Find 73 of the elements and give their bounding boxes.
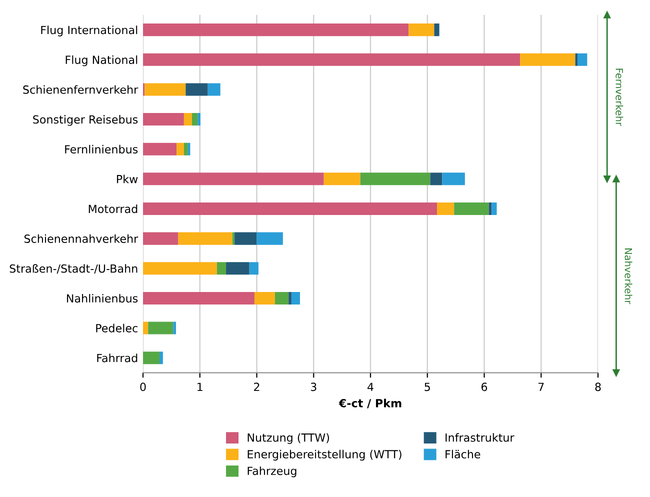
bar: [575, 53, 578, 66]
bar: [324, 172, 360, 186]
bar: [288, 292, 292, 304]
y-tick-label: Flug National: [66, 55, 138, 66]
bar: [360, 172, 430, 186]
x-tick-label: 3: [310, 382, 316, 392]
x-tick-label: 8: [595, 382, 601, 392]
y-tick-label: Nahlinienbus: [67, 294, 138, 303]
bar: [254, 292, 275, 304]
bar: [184, 142, 188, 156]
y-tick-label: Straßen-/Stadt-/U-Bahn: [10, 264, 138, 274]
x-tick-label: 2: [254, 382, 260, 391]
bar: [143, 53, 520, 66]
bar: [437, 202, 454, 215]
bar: [192, 113, 198, 126]
bar: [430, 172, 442, 186]
text: Nahverkehr: [624, 248, 632, 304]
bar: [143, 172, 324, 186]
bar: [184, 113, 192, 126]
bar: [234, 232, 257, 245]
bar: [249, 262, 258, 275]
bar: [216, 262, 226, 275]
bar: [256, 232, 283, 245]
legend-label: Infrastruktur: [446, 433, 514, 442]
bar: [492, 202, 497, 215]
bar: [144, 83, 186, 96]
bar: [148, 322, 174, 334]
bar: [143, 352, 160, 364]
y-tick-label: Schienennahverkehr: [24, 234, 138, 243]
bar: [143, 292, 254, 304]
bar: [520, 53, 576, 66]
bar: [176, 142, 184, 156]
bar: [159, 352, 163, 364]
bar: [442, 172, 465, 186]
y-tick-label: Sonstiger Reisebus: [33, 115, 138, 126]
bar: [143, 322, 148, 334]
y-tick-label: Schienenfernverkehr: [23, 85, 138, 94]
bar: [143, 142, 177, 156]
x-tick-label: 4: [368, 382, 374, 391]
bar: [208, 83, 220, 96]
y-tick-label: Fernlinienbus: [65, 144, 138, 154]
bar: [578, 53, 588, 66]
x-axis-title: €-ct / Pkm: [338, 398, 402, 408]
x-tick-label: 0: [140, 382, 146, 392]
y-tick-label: Fahrrad: [97, 354, 138, 362]
bar: [178, 232, 232, 245]
bar: [143, 262, 217, 275]
bar: [274, 292, 289, 304]
bar: [198, 113, 200, 126]
x-tick-label: 5: [424, 382, 430, 392]
legend-label: Fahrzeug: [248, 466, 296, 478]
bar: [173, 322, 176, 334]
x-tick-label: 1: [198, 382, 202, 391]
y-tick-label: Flug International: [41, 26, 138, 36]
bar: [143, 24, 409, 36]
bar: [434, 24, 440, 36]
bar: [226, 262, 250, 275]
x-tick-label: 7: [538, 382, 544, 391]
y-tick-label: Motorrad: [88, 204, 138, 214]
bar: [291, 292, 300, 304]
legend-label: Nutzung (TTW): [248, 433, 330, 444]
y-tick-label: Pkw: [117, 174, 138, 184]
text: Fernverkehr: [616, 68, 624, 126]
bar: [143, 202, 438, 215]
bar: [143, 232, 178, 245]
bar: [454, 202, 489, 215]
legend-label: Fläche: [446, 450, 480, 458]
y-tick-label: Pedelec: [96, 324, 138, 332]
bar: [408, 24, 434, 36]
legend-label: Energiebereitstellung (WTT): [248, 450, 402, 461]
bar: [186, 83, 208, 96]
bar: [143, 113, 184, 126]
x-tick-label: 6: [481, 382, 488, 392]
